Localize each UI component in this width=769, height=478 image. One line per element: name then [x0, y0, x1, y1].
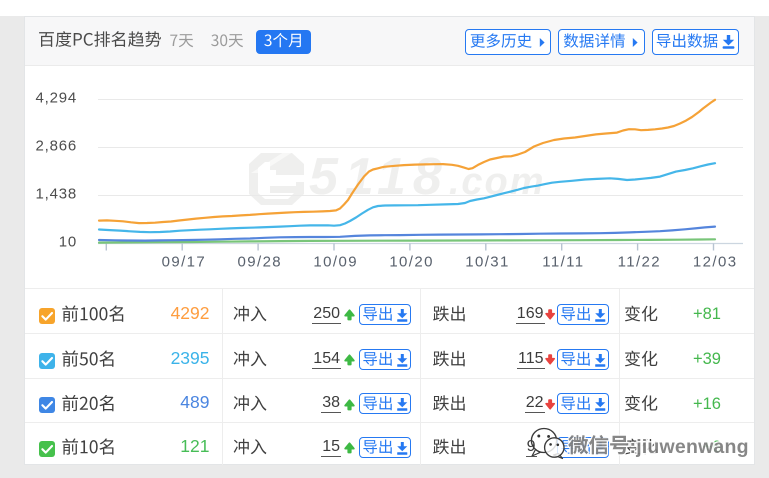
- svg-text:10/09: 10/09: [313, 254, 358, 271]
- svg-text:10: 10: [59, 234, 77, 251]
- svg-text:12/03: 12/03: [693, 254, 738, 271]
- svg-text:09/28: 09/28: [238, 254, 283, 271]
- svg-text:2,866: 2,866: [35, 138, 77, 155]
- svg-text:4,294: 4,294: [35, 90, 77, 107]
- svg-text:1,438: 1,438: [35, 186, 77, 203]
- svg-text:10/31: 10/31: [465, 254, 510, 271]
- svg-text:09/17: 09/17: [162, 254, 207, 271]
- svg-text:11/22: 11/22: [618, 254, 661, 271]
- svg-text:10/20: 10/20: [389, 254, 434, 271]
- svg-text:11/11: 11/11: [542, 254, 584, 271]
